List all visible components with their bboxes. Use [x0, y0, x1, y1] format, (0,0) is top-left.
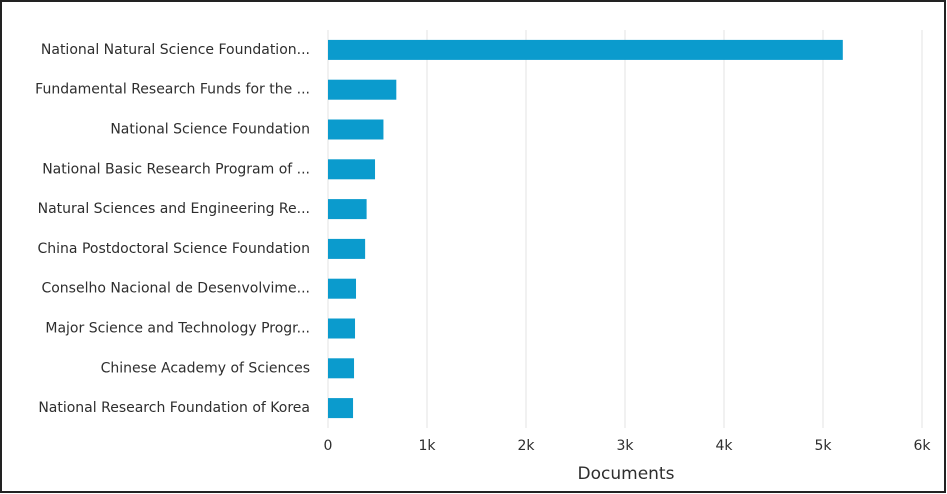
x-tick-label: 1k — [418, 438, 436, 454]
bar — [328, 39, 843, 60]
y-tick-label: Natural Sciences and Engineering Re... — [38, 201, 310, 217]
x-tick-label: 3k — [616, 438, 634, 454]
bar — [328, 159, 376, 180]
y-tick-label: Conselho Nacional de Desenvolvime... — [41, 281, 310, 297]
bar — [328, 358, 355, 379]
bar — [328, 318, 356, 339]
x-tick-label: 2k — [517, 438, 535, 454]
bar — [328, 238, 366, 259]
x-tick-label: 5k — [814, 438, 832, 454]
bar — [328, 398, 354, 419]
y-tick-label: China Postdoctoral Science Foundation — [38, 241, 310, 257]
bar — [328, 278, 357, 299]
y-tick-label: National Basic Research Program of ... — [42, 161, 310, 177]
x-tick-label: 4k — [715, 438, 733, 454]
y-tick-label: National Research Foundation of Korea — [38, 400, 310, 416]
y-tick-label: National Science Foundation — [110, 122, 310, 138]
y-tick-label: Fundamental Research Funds for the ... — [35, 82, 310, 98]
y-tick-label: National Natural Science Foundation... — [41, 42, 310, 58]
y-tick-label: Chinese Academy of Sciences — [101, 360, 310, 376]
x-tick-label: 6k — [913, 438, 931, 454]
bar — [328, 119, 384, 140]
x-tick-label: 0 — [324, 438, 333, 454]
bar — [328, 79, 397, 100]
x-axis-title: Documents — [578, 464, 675, 484]
bar — [328, 199, 367, 220]
y-tick-label: Major Science and Technology Progr... — [45, 321, 310, 337]
